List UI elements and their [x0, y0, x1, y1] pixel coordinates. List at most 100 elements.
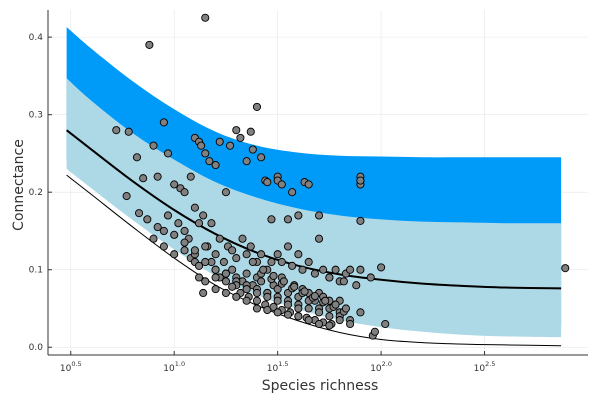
y-tick-label: 0.1	[29, 266, 43, 276]
data-point	[325, 312, 334, 321]
data-point	[356, 308, 365, 317]
data-point	[252, 288, 262, 298]
data-point	[246, 127, 255, 136]
data-point	[346, 319, 355, 329]
data-point	[304, 180, 313, 189]
data-point	[314, 234, 324, 243]
x-axis-title: Species richness	[262, 378, 379, 394]
mean-line	[66, 129, 562, 290]
x-tick-label: 102.0	[370, 360, 392, 374]
data-point	[180, 238, 189, 247]
line-layer	[66, 129, 562, 347]
data-point	[252, 304, 262, 313]
data-point	[304, 304, 313, 313]
x-tick-exponent: 1.0	[175, 360, 185, 368]
data-point	[273, 285, 282, 294]
data-point	[288, 188, 297, 197]
data-point	[236, 133, 245, 142]
data-point	[248, 145, 257, 154]
data-point	[242, 269, 251, 278]
data-point	[339, 277, 348, 286]
data-point	[221, 188, 230, 197]
x-tick-exponent: 2.5	[485, 360, 495, 368]
data-point	[288, 261, 297, 270]
data-point	[228, 246, 237, 255]
data-point	[180, 188, 189, 197]
data-point	[228, 265, 237, 274]
data-point	[153, 223, 162, 232]
band-layer	[66, 27, 562, 338]
data-point	[341, 304, 350, 313]
data-point	[352, 281, 361, 290]
data-point	[304, 257, 313, 267]
data-point	[269, 302, 278, 311]
data-point	[221, 277, 230, 286]
inner-band	[66, 78, 562, 338]
data-point	[145, 40, 154, 49]
data-point	[159, 242, 168, 251]
data-point	[366, 273, 375, 282]
data-point	[170, 230, 179, 239]
x-tick-label: 101.0	[163, 360, 185, 374]
data-point	[180, 246, 189, 255]
data-point	[290, 282, 299, 291]
data-point	[124, 127, 133, 136]
data-point	[170, 180, 179, 189]
data-point	[273, 250, 282, 259]
data-point	[314, 211, 324, 220]
data-point	[252, 102, 262, 111]
data-point	[211, 265, 220, 274]
data-point	[201, 257, 210, 267]
data-point	[159, 226, 168, 236]
data-point	[201, 242, 210, 251]
x-tick-exponent: 0.5	[71, 360, 81, 368]
data-point	[267, 257, 276, 267]
data-point	[226, 141, 235, 150]
data-point	[211, 273, 220, 282]
x-tick-base: 10	[370, 364, 382, 374]
data-point	[310, 269, 319, 278]
data-point	[273, 308, 282, 317]
data-point	[221, 288, 230, 298]
data-point	[201, 149, 210, 158]
data-point	[561, 264, 570, 273]
data-point	[174, 219, 183, 228]
data-point	[194, 261, 204, 270]
data-point	[143, 215, 152, 224]
data-point	[207, 219, 216, 228]
data-point	[252, 296, 262, 305]
data-point	[211, 285, 220, 294]
data-point	[294, 250, 303, 259]
data-point	[259, 265, 268, 274]
data-point	[277, 257, 286, 267]
data-point	[356, 176, 365, 185]
data-point	[331, 300, 340, 309]
x-tick-label: 101.5	[267, 360, 289, 374]
data-point	[232, 292, 241, 301]
data-point	[263, 305, 272, 315]
data-point	[159, 118, 168, 127]
x-tick-base: 10	[60, 364, 72, 374]
data-point	[132, 153, 142, 162]
data-point	[377, 263, 386, 272]
data-point	[163, 149, 173, 158]
data-point	[267, 215, 276, 224]
data-point	[149, 141, 158, 150]
data-point	[232, 126, 241, 135]
x-tick-exponent: 2.0	[382, 360, 392, 368]
x-tick-base: 10	[267, 364, 279, 374]
data-point	[205, 157, 214, 166]
data-point	[238, 234, 247, 243]
x-tick-exponent: 1.5	[278, 360, 288, 368]
data-point	[283, 242, 293, 251]
data-point	[215, 137, 224, 146]
data-point	[279, 277, 288, 286]
data-point	[194, 219, 204, 228]
data-point	[242, 285, 251, 294]
data-point	[246, 242, 255, 251]
data-point	[263, 178, 272, 187]
y-axis-title: Connectance	[11, 139, 27, 231]
data-point	[314, 308, 324, 317]
